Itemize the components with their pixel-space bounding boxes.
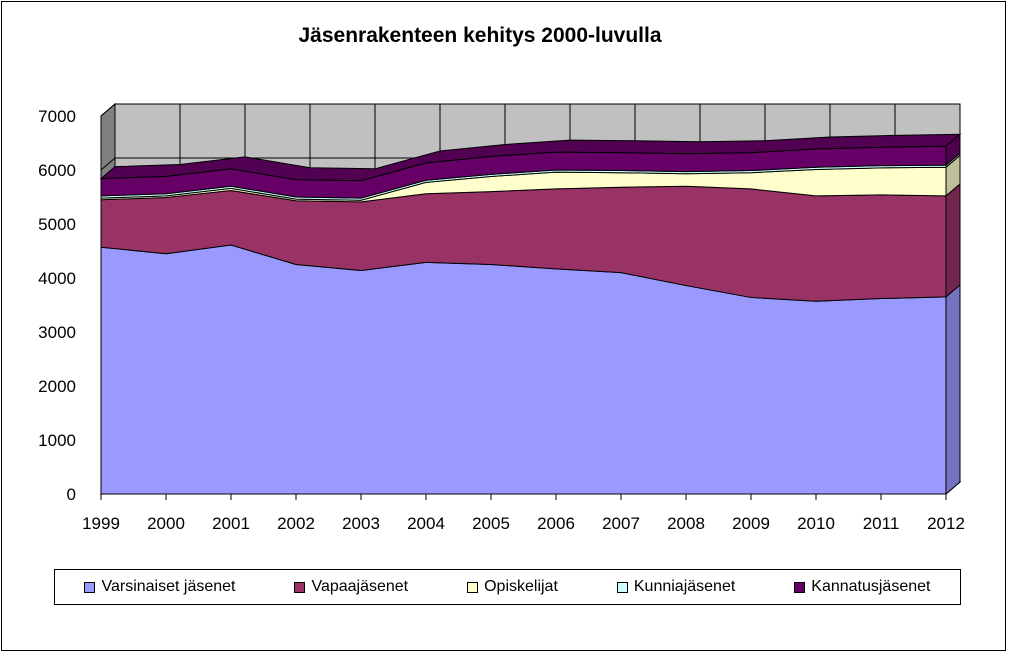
area-side-vapaajäsenet (945, 182, 961, 298)
legend-swatch (616, 581, 628, 593)
y-tick-label: 3000 (38, 323, 76, 342)
x-tick-label: 2011 (863, 514, 900, 533)
chart-legend: Varsinaiset jäsenet Vapaajäsenet Opiskelij… (54, 569, 961, 605)
legend-swatch (794, 581, 806, 593)
x-tick-label: 2006 (537, 514, 575, 533)
legend-label: Kannatusjäsenet (811, 578, 931, 595)
legend-swatch (84, 581, 96, 593)
y-tick-label: 0 (67, 485, 76, 504)
y-tick-label: 7000 (38, 107, 76, 126)
legend-item-opiskelijat: Opiskelijat (467, 578, 558, 596)
y-tick-label: 2000 (38, 377, 76, 396)
area-side-kannatusjäsenet (945, 133, 961, 167)
gridline-side (100, 157, 116, 171)
x-tick-label: 2010 (797, 514, 835, 533)
area-side-varsinaiset-jäsenet (945, 283, 961, 496)
y-tick-label: 5000 (38, 215, 76, 234)
x-tick-label: 2005 (472, 514, 510, 533)
gridline-side (100, 103, 116, 117)
x-tick-label: 2008 (667, 514, 705, 533)
legend-label: Vapaajäsenet (311, 578, 409, 595)
y-tick-label: 1000 (38, 431, 76, 450)
x-tick-label: 2009 (732, 514, 770, 533)
legend-label: Kunniajäsenet (633, 578, 736, 595)
legend-swatch (294, 581, 306, 593)
x-tick-label: 2007 (602, 514, 640, 533)
legend-item-varsinaiset-jäsenet: Varsinaiset jäsenet (84, 578, 235, 596)
y-tick-label: 6000 (38, 161, 76, 180)
legend-item-kunniajäsenet: Kunniajäsenet (616, 578, 736, 596)
legend-swatch (467, 581, 479, 593)
legend-item-vapaajäsenet: Vapaajäsenet (294, 578, 408, 596)
x-tick-label: 2012 (927, 514, 965, 533)
legend-label: Opiskelijat (484, 578, 558, 595)
legend-label: Varsinaiset jäsenet (101, 578, 236, 595)
x-tick-label: 2003 (342, 514, 380, 533)
chart-title: Jäsenrakenteen kehitys 2000-luvulla (298, 24, 662, 47)
legend-item-kannatusjäsenet: Kannatusjäsenet (794, 578, 930, 596)
x-tick-label: 2001 (212, 514, 250, 533)
x-tick-label: 2002 (277, 514, 315, 533)
x-tick-label: 2000 (147, 514, 185, 533)
x-tick-label: 1999 (82, 514, 120, 533)
y-tick-label: 4000 (38, 269, 76, 288)
x-tick-label: 2004 (407, 514, 445, 533)
